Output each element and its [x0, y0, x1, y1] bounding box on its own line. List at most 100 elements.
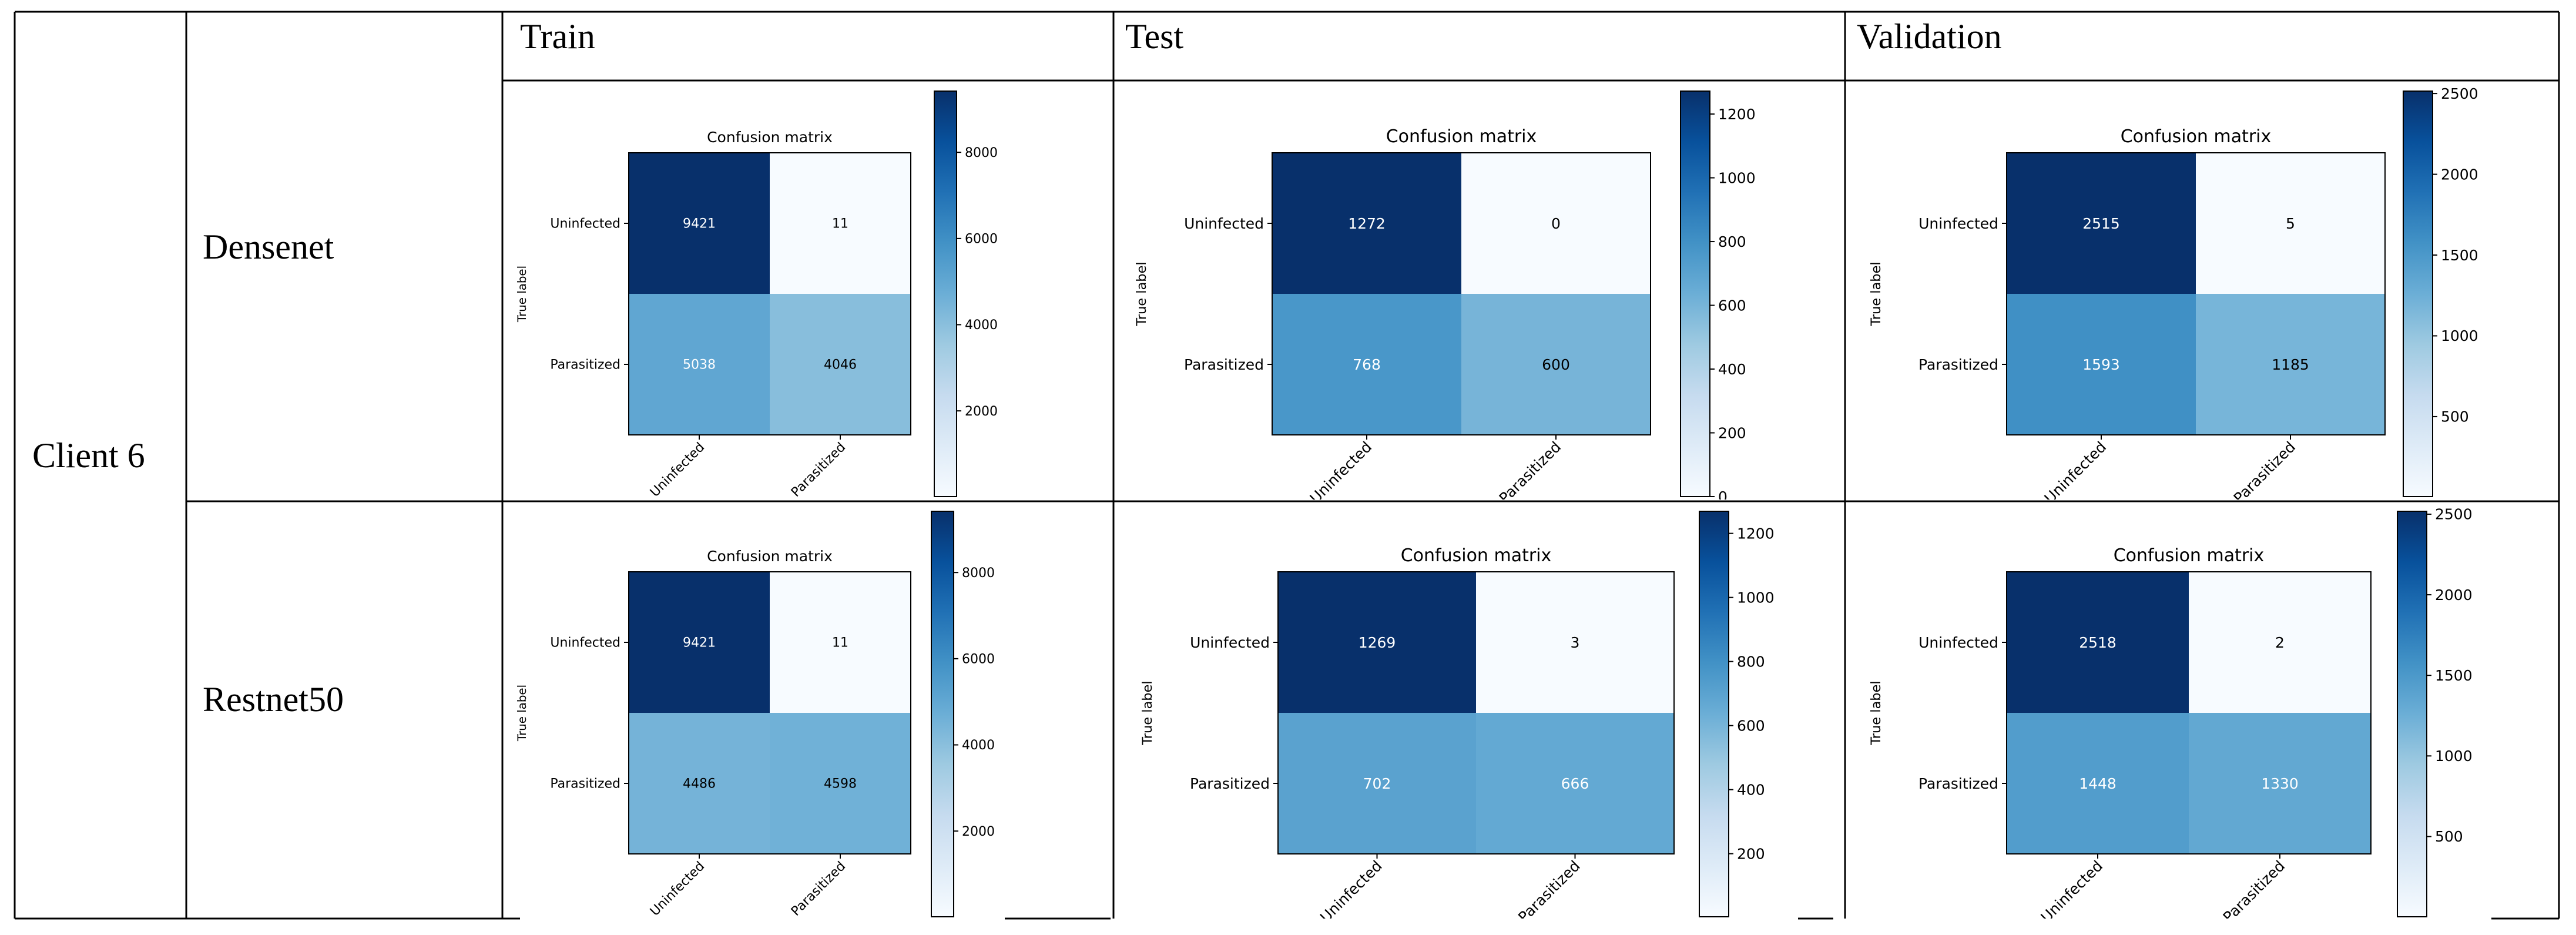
colorbar: [931, 511, 954, 917]
colorbar-tick-label: 2000: [2441, 166, 2478, 183]
cell-value-label: 9421: [683, 636, 716, 651]
cell-value-label: 768: [1353, 356, 1381, 373]
confusion-matrix-restnet50-validation: Confusion matrix 2518 2 1448 1330 Uninfected P…: [1869, 506, 2473, 919]
y-tick-label: Uninfected: [1190, 634, 1270, 651]
cell-value-label: 11: [832, 217, 848, 232]
matrix-cell-1-0: [2007, 713, 2189, 854]
matrix-cell-0-1: [2196, 153, 2385, 294]
colorbar-tick-label: 400: [1737, 781, 1765, 798]
matrix-cell-0-0: [2007, 153, 2196, 294]
cell-value-label: 5038: [683, 358, 716, 373]
colorbar-tick-label: 1500: [2441, 247, 2478, 264]
cell-value-label: 0: [1551, 215, 1561, 232]
colorbar-tick-label: 400: [1718, 361, 1746, 378]
cell-value-label: 5: [2286, 215, 2295, 232]
x-tick-label: Uninfected: [2038, 857, 2107, 919]
cell-value-label: 9421: [683, 217, 716, 232]
cell-value-label: 1272: [1348, 215, 1386, 232]
cell-value-label: 4046: [824, 358, 857, 373]
column-header-validation: Validation: [1857, 17, 2002, 56]
colorbar-tick-label: 800: [1718, 233, 1746, 250]
matrix-cell-1-0: [2007, 294, 2196, 435]
colorbar-tick-label: 8000: [965, 146, 998, 160]
matrix-cell-1-0: [629, 713, 770, 854]
colorbar-tick-label: 200: [1737, 845, 1765, 862]
colorbar: [2403, 91, 2433, 497]
confusion-matrix-restnet50-test: Confusion matrix 1269 3 702 666 Uninfected Par…: [1140, 511, 1775, 919]
matrix-frame: [1277, 571, 1675, 854]
colorbar-tick-label: 6000: [962, 652, 995, 667]
colorbar-tick-label: 1200: [1737, 525, 1775, 542]
matrix-cell-1-0: [1272, 294, 1461, 435]
colorbar-tick-label: 1500: [2435, 667, 2473, 684]
colorbar: [1699, 511, 1729, 917]
y-axis-label: True label: [1869, 262, 1884, 326]
chart-title: Confusion matrix: [707, 129, 833, 146]
matrix-frame: [1272, 152, 1651, 435]
y-tick-label: Parasitized: [1918, 775, 1998, 792]
x-tick-label: Parasitized: [1496, 438, 1565, 500]
colorbar-tick-label: 1000: [1718, 169, 1756, 186]
y-axis-label: True label: [1140, 681, 1155, 745]
x-tick-label: Parasitized: [2220, 857, 2289, 919]
colorbar-tick-label: 1200: [1718, 106, 1756, 123]
cell-value-label: 3: [1571, 634, 1580, 651]
y-tick-label: Uninfected: [550, 217, 620, 232]
cell-value-label: 702: [1363, 775, 1391, 792]
colorbar-tick-label: 2000: [962, 825, 995, 839]
matrix-cell-0-1: [1461, 153, 1651, 294]
matrix-frame: [2006, 571, 2372, 854]
colorbar-tick-label: 8000: [962, 566, 995, 581]
colorbar-tick-label: 500: [2441, 408, 2469, 425]
colorbar: [1680, 91, 1710, 497]
matrix-cell-1-0: [629, 294, 770, 435]
colorbar-tick-label: 500: [2435, 828, 2463, 845]
confusion-matrix-densenet-test: Confusion matrix 1272 0 768 600 Uninfected Par…: [1134, 91, 1756, 500]
colorbar-tick-label: 4000: [962, 738, 995, 753]
row-label-densenet: Densenet: [203, 227, 334, 266]
cell-value-label: 1593: [2082, 356, 2120, 373]
colorbar-tick-label: 2000: [965, 404, 998, 419]
x-tick-label: Uninfected: [648, 859, 707, 919]
matrix-frame: [628, 152, 911, 435]
colorbar-tick-label: 2500: [2441, 85, 2478, 102]
confusion-matrix-densenet-train: Confusion matrix 9421 11 5038 4046 Uninfected…: [515, 91, 998, 500]
cell-value-label: 2: [2275, 634, 2285, 651]
y-tick-label: Parasitized: [1190, 775, 1270, 792]
x-tick-label: Parasitized: [1515, 857, 1584, 919]
confusion-matrix-restnet50-train: Confusion matrix 9421 11 4486 4598 Uninfected…: [515, 511, 995, 919]
y-axis-label: True label: [515, 685, 529, 742]
y-tick-label: Uninfected: [1184, 215, 1264, 232]
colorbar-tick-label: 800: [1737, 653, 1765, 670]
y-tick-label: Uninfected: [1918, 634, 1998, 651]
matrix-cell-1-0: [1278, 713, 1476, 854]
y-axis-label: True label: [515, 266, 529, 323]
colorbar-tick-label: 1000: [2435, 748, 2473, 765]
chart-title: Confusion matrix: [1401, 545, 1552, 566]
colorbar-tick-label: 0: [1718, 488, 1728, 500]
client-label: Client 6: [32, 436, 145, 475]
matrix-frame: [628, 571, 911, 854]
x-tick-label: Parasitized: [789, 440, 848, 500]
colorbar-tick-label: 200: [1718, 424, 1746, 441]
colorbar-tick-label: 1000: [1737, 589, 1775, 606]
row-label-restnet50: Restnet50: [203, 680, 344, 719]
matrix-cell-0-1: [2189, 572, 2371, 713]
cell-value-label: 11: [832, 636, 848, 651]
matrix-cell-0-1: [770, 153, 911, 294]
cell-value-label: 4486: [683, 777, 716, 792]
x-tick-label: Uninfected: [1307, 438, 1376, 500]
x-tick-label: Uninfected: [2041, 438, 2110, 500]
chart-title: Confusion matrix: [2121, 126, 2272, 147]
y-tick-label: Parasitized: [1184, 356, 1264, 373]
matrix-cell-1-1: [1461, 294, 1651, 435]
matrix-frame: [2006, 152, 2386, 435]
column-header-train: Train: [520, 17, 595, 56]
colorbar-tick-label: 6000: [965, 232, 998, 247]
colorbar-tick-label: 2000: [2435, 587, 2473, 604]
colorbar-tick-label: 4000: [965, 318, 998, 333]
matrix-cell-1-1: [2189, 713, 2371, 854]
cell-value-label: 4598: [824, 777, 857, 792]
matrix-cell-0-1: [1476, 572, 1674, 713]
